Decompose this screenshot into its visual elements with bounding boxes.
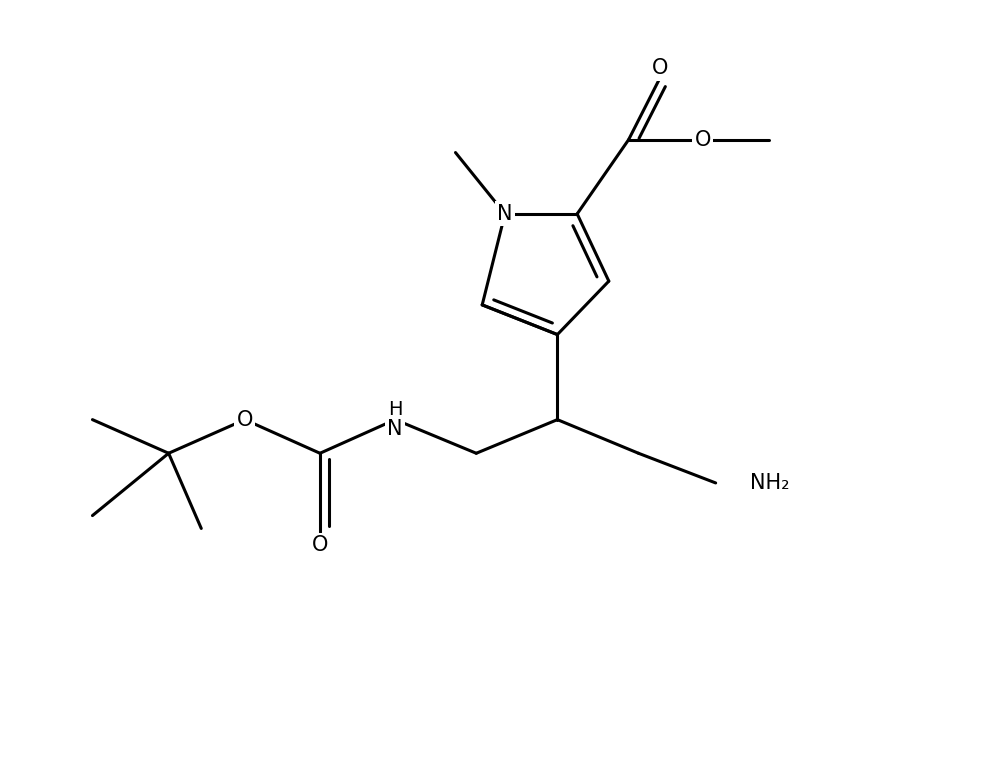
Text: O: O	[236, 410, 253, 430]
Text: O: O	[652, 59, 668, 79]
Text: NH₂: NH₂	[750, 473, 790, 493]
Text: O: O	[312, 535, 329, 555]
Text: N: N	[497, 204, 513, 224]
Text: O: O	[694, 130, 711, 150]
Text: N: N	[388, 418, 403, 438]
Text: H: H	[388, 400, 403, 419]
